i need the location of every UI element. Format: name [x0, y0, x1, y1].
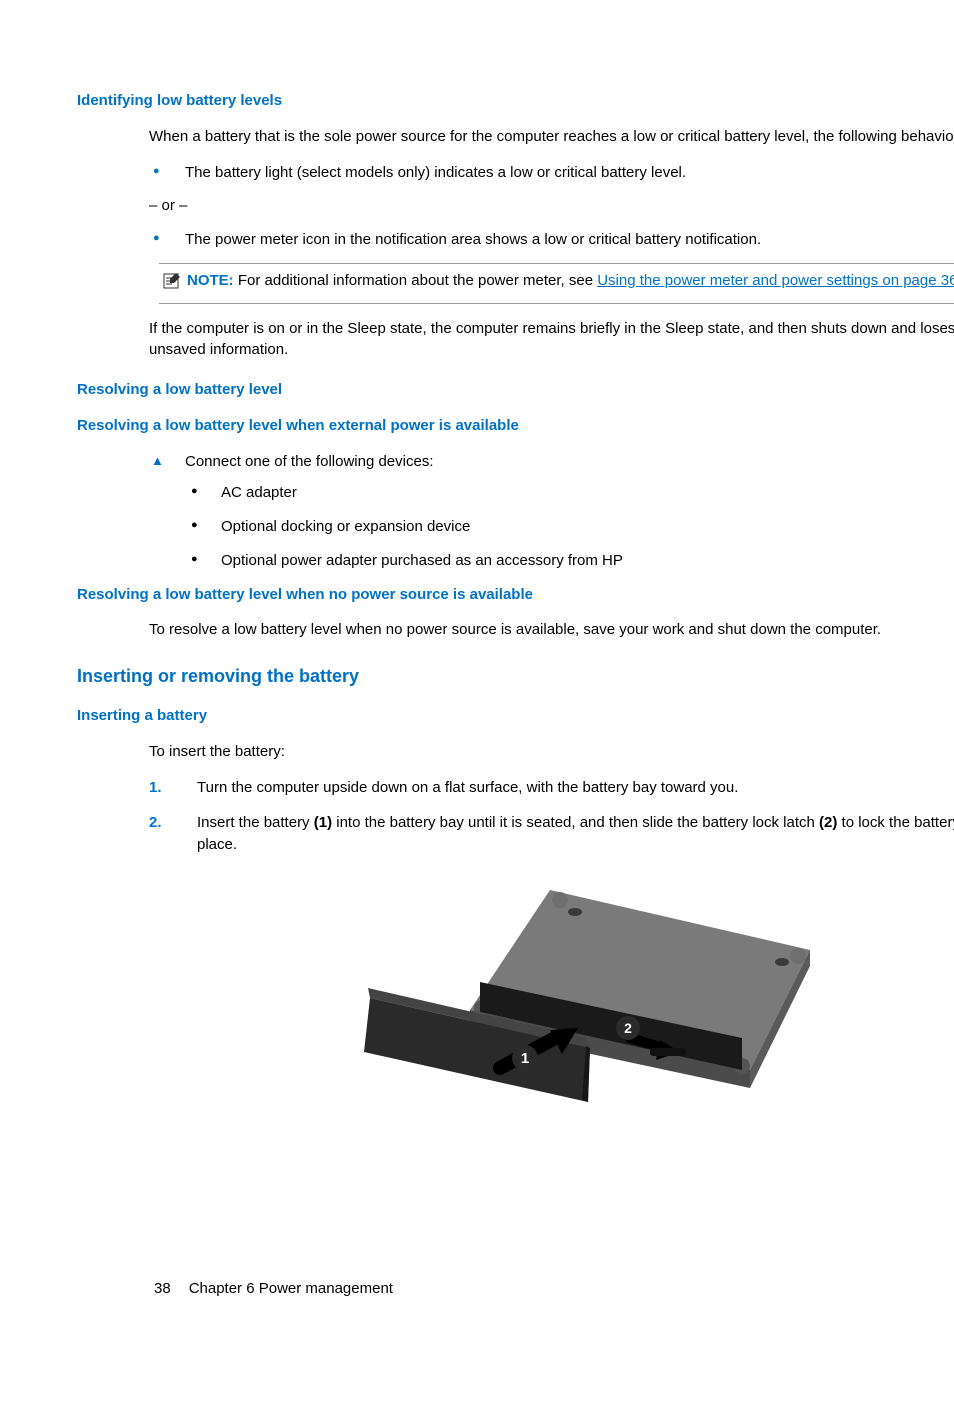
- list-item: The battery light (select models only) i…: [149, 162, 954, 184]
- triangle-item: Connect one of the following devices: AC…: [149, 451, 954, 572]
- heading-inserting-battery: Inserting a battery: [77, 705, 954, 727]
- after-note-text: If the computer is on or in the Sleep st…: [149, 318, 954, 362]
- page-footer: 38 Chapter 6 Power management: [154, 1278, 393, 1300]
- section-body: When a battery that is the sole power so…: [149, 126, 954, 361]
- intro-text: When a battery that is the sole power so…: [149, 126, 954, 148]
- section-body: To resolve a low battery level when no p…: [149, 619, 954, 641]
- page-number: 38: [154, 1278, 171, 1300]
- note-link[interactable]: Using the power meter and power settings…: [597, 272, 954, 289]
- battery-insertion-figure: 1 2: [350, 870, 830, 1140]
- heading-resolving-low-battery: Resolving a low battery level: [77, 379, 954, 401]
- chapter-label: Chapter 6 Power management: [189, 1278, 393, 1300]
- body-text: To resolve a low battery level when no p…: [149, 619, 954, 641]
- heading-inserting-removing-battery: Inserting or removing the battery: [77, 663, 954, 689]
- list-item: Optional docking or expansion device: [185, 516, 954, 538]
- list-item: AC adapter: [185, 482, 954, 504]
- step-text: Insert the battery: [197, 814, 314, 831]
- list-item: Optional power adapter purchased as an a…: [185, 550, 954, 572]
- heading-identifying-low-battery: Identifying low battery levels: [77, 90, 954, 112]
- section-body: To insert the battery: Turn the computer…: [149, 741, 954, 1140]
- or-separator: – or –: [149, 195, 954, 217]
- figure-badge-1: 1: [521, 1050, 529, 1067]
- step-ref: (2): [819, 814, 837, 831]
- intro-text: To insert the battery:: [149, 741, 954, 763]
- note-label: NOTE:: [187, 272, 234, 289]
- step-item: Insert the battery (1) into the battery …: [149, 812, 954, 856]
- note-box: NOTE: For additional information about t…: [159, 263, 954, 304]
- heading-resolving-no-power: Resolving a low battery level when no po…: [77, 584, 954, 606]
- figure-badge-2: 2: [624, 1020, 632, 1036]
- step-ref: (1): [314, 814, 332, 831]
- list-item: The power meter icon in the notification…: [149, 229, 954, 251]
- step-item: Turn the computer upside down on a flat …: [149, 777, 954, 799]
- section-body: Connect one of the following devices: AC…: [149, 451, 954, 572]
- heading-resolving-external-power: Resolving a low battery level when exter…: [77, 415, 954, 437]
- triangle-lead: Connect one of the following devices:: [185, 453, 434, 470]
- step-text: into the battery bay until it is seated,…: [332, 814, 819, 831]
- note-text: NOTE: For additional information about t…: [187, 270, 954, 292]
- note-lead: For additional information about the pow…: [234, 272, 598, 289]
- note-icon: [163, 272, 181, 297]
